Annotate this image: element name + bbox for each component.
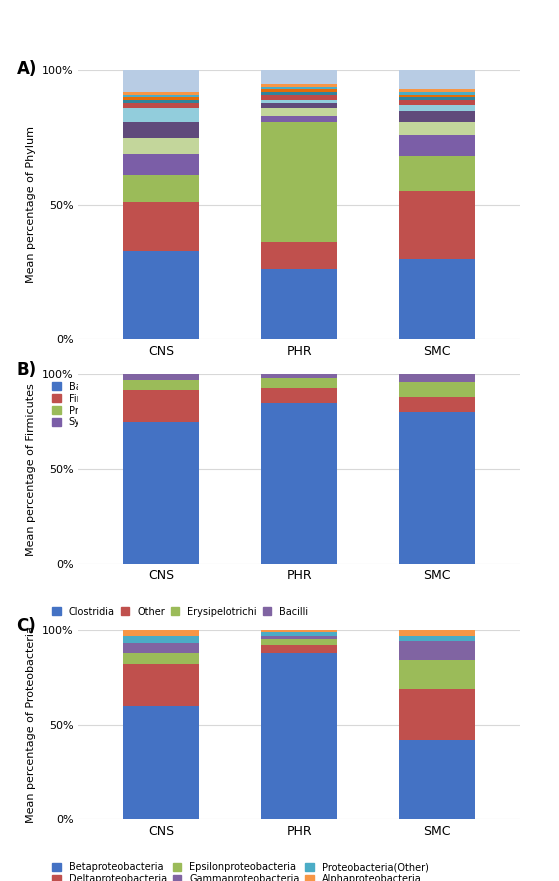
Bar <box>261 92 337 94</box>
Bar <box>123 389 199 422</box>
Bar <box>123 664 199 706</box>
Bar <box>399 98 475 100</box>
Text: B): B) <box>16 361 36 379</box>
Text: A): A) <box>16 60 37 78</box>
Bar <box>261 103 337 108</box>
Bar <box>399 382 475 397</box>
Bar <box>261 122 337 242</box>
Bar <box>123 100 199 103</box>
Bar <box>123 154 199 175</box>
Bar <box>399 94 475 98</box>
Bar <box>399 70 475 89</box>
Bar <box>261 645 337 653</box>
Bar <box>261 378 337 388</box>
Bar <box>123 380 199 389</box>
Legend: Clostridia, Other, Erysipelotrichi, Bacilli: Clostridia, Other, Erysipelotrichi, Baci… <box>52 607 309 617</box>
Bar <box>123 98 199 100</box>
Bar <box>123 137 199 154</box>
Bar <box>123 635 199 643</box>
Bar <box>261 630 337 632</box>
Y-axis label: Mean percentage of Proteobacteria: Mean percentage of Proteobacteria <box>26 626 36 823</box>
Bar <box>399 374 475 382</box>
Bar <box>399 122 475 135</box>
Bar <box>123 70 199 92</box>
Bar <box>399 191 475 259</box>
Bar <box>261 270 337 339</box>
Bar <box>123 643 199 653</box>
Text: C): C) <box>16 617 36 634</box>
Bar <box>399 635 475 641</box>
Bar <box>399 630 475 635</box>
Bar <box>123 202 199 250</box>
Bar <box>399 111 475 122</box>
Bar <box>399 89 475 92</box>
Bar <box>399 412 475 564</box>
Bar <box>123 250 199 339</box>
Bar <box>261 89 337 92</box>
Bar <box>123 175 199 202</box>
Legend: Bacteroidetes, Firmicutes, Proteobacteria, Synergistetes, Tenericutes, Lentispha: Bacteroidetes, Firmicutes, Proteobacteri… <box>52 381 423 427</box>
Bar <box>261 70 337 84</box>
Bar <box>261 116 337 122</box>
Bar <box>399 660 475 689</box>
Bar <box>399 740 475 819</box>
Bar <box>123 122 199 137</box>
Y-axis label: Mean percentage of Phylum: Mean percentage of Phylum <box>26 126 36 284</box>
Bar <box>399 106 475 111</box>
Bar <box>123 653 199 664</box>
Bar <box>123 422 199 564</box>
Bar <box>123 706 199 819</box>
Bar <box>399 157 475 191</box>
Bar <box>261 86 337 89</box>
Bar <box>261 242 337 270</box>
Bar <box>399 135 475 157</box>
Bar <box>399 641 475 660</box>
Bar <box>261 100 337 103</box>
Bar <box>123 108 199 122</box>
Bar <box>261 653 337 819</box>
Bar <box>399 689 475 740</box>
Bar <box>399 100 475 106</box>
Bar <box>261 635 337 640</box>
Bar <box>399 397 475 412</box>
Bar <box>261 94 337 100</box>
Bar <box>261 108 337 116</box>
Y-axis label: Mean percentage of Firmicutes: Mean percentage of Firmicutes <box>26 382 36 556</box>
Bar <box>261 640 337 645</box>
Legend: Betaproteobacteria, Deltaproteobacteria, Epsilonproteobacteria, Gammaproteobacte: Betaproteobacteria, Deltaproteobacteria,… <box>52 862 429 881</box>
Bar <box>399 259 475 339</box>
Bar <box>123 92 199 94</box>
Bar <box>261 403 337 564</box>
Bar <box>261 84 337 86</box>
Bar <box>261 388 337 403</box>
Bar <box>123 103 199 108</box>
Bar <box>123 630 199 635</box>
Bar <box>123 374 199 380</box>
Bar <box>261 632 337 635</box>
Bar <box>261 374 337 378</box>
Bar <box>123 94 199 98</box>
Bar <box>399 92 475 94</box>
